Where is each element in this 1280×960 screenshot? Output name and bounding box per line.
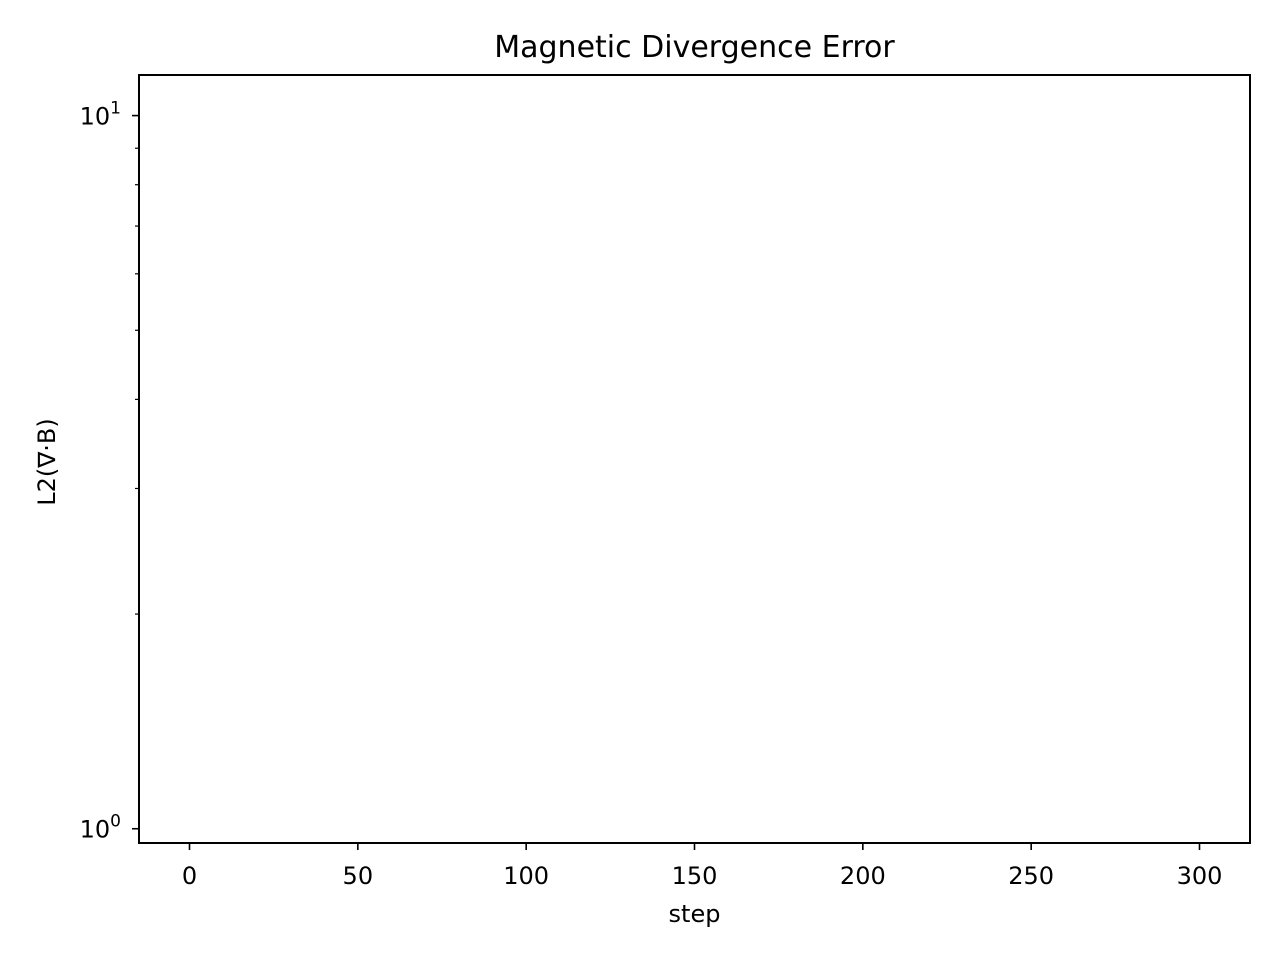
x-tick-label: 100 [503, 862, 549, 890]
x-tick-label: 0 [182, 862, 197, 890]
x-tick-label: 50 [343, 862, 374, 890]
chart-title: Magnetic Divergence Error [494, 30, 895, 65]
x-tick-label: 150 [672, 862, 718, 890]
x-tick-label: 200 [840, 862, 886, 890]
y-axis: 100 101 [80, 99, 139, 844]
y-tick-label: 100 [80, 812, 121, 844]
y-tick-label: 101 [80, 99, 121, 131]
x-axis-label: step [669, 900, 721, 928]
y-axis-label: L2(∇·B) [33, 418, 61, 506]
x-axis: 0 50 100 150 200 250 300 [182, 843, 1223, 890]
x-tick-label: 250 [1008, 862, 1054, 890]
x-tick-label: 300 [1177, 862, 1223, 890]
